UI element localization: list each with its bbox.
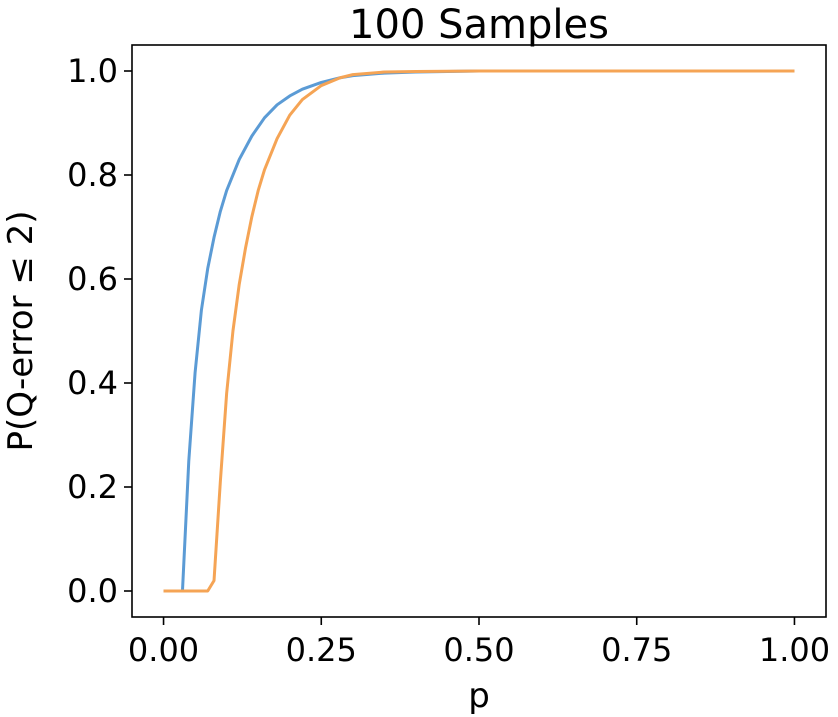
y-tick-label: 0.4 [67,364,118,402]
y-tick-label: 0.8 [67,156,118,194]
y-axis-label: P(Q-error ≤ 2) [1,210,41,451]
plot-series [163,69,795,593]
y-tick-label: 1.0 [67,52,118,90]
x-axis-label: p [468,676,490,716]
series-line-1 [163,69,795,593]
y-tick-label: 0.0 [67,572,118,610]
plot-area-frame [131,44,827,618]
x-axis-ticks: 0.00 0.25 0.50 0.75 1.00 [128,617,830,669]
series-line-2 [163,69,795,593]
y-tick-label: 0.2 [67,468,118,506]
y-tick-label: 0.6 [67,260,118,298]
x-tick-label: 0.00 [128,631,199,669]
x-tick-label: 0.50 [443,631,514,669]
x-tick-label: 0.75 [601,631,672,669]
y-axis-ticks: 0.0 0.2 0.4 0.6 0.8 1.0 [67,52,132,610]
x-tick-label: 1.00 [759,631,830,669]
x-tick-label: 0.25 [286,631,357,669]
chart-title: 100 Samples [349,2,609,48]
